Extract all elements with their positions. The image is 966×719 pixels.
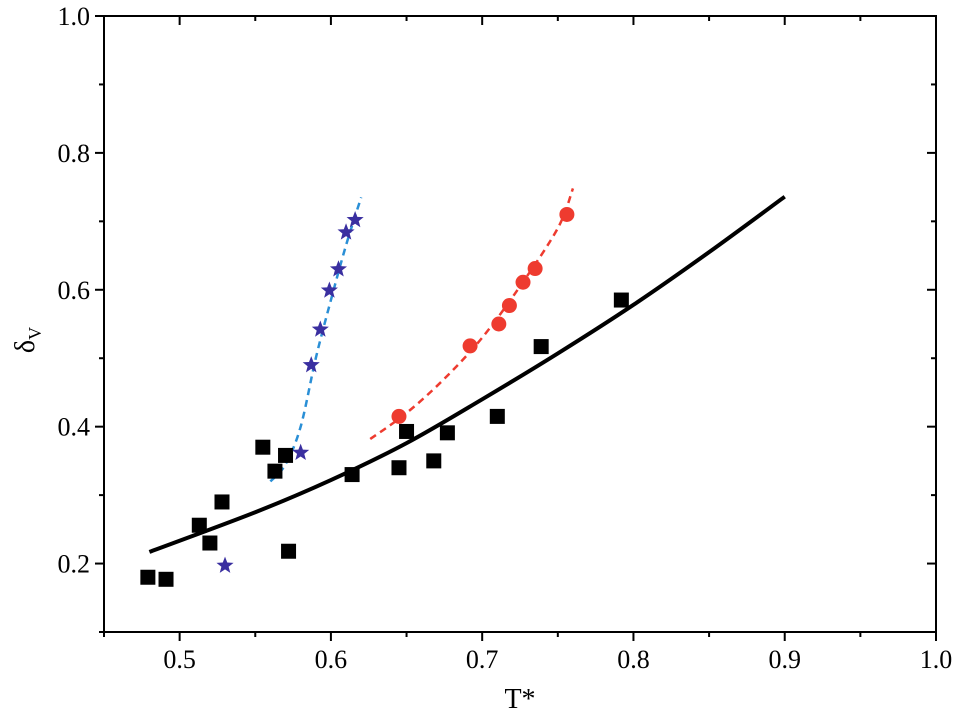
x-tick-label: 0.6	[315, 645, 348, 674]
x-tick-label: 0.8	[617, 645, 650, 674]
y-tick-label: 0.4	[58, 413, 91, 442]
x-axis-title: T*	[504, 684, 535, 715]
axis-ticks: 0.5 0.6 0.7 0.8 0.9 1.0 0.2 0.4 0.6 0.8 1.0	[58, 2, 953, 674]
square-marker	[214, 494, 230, 510]
y-axis-title: δV	[10, 327, 45, 353]
square-marker	[533, 339, 549, 355]
star-marker	[302, 356, 320, 373]
x-tick-label: 0.9	[768, 645, 801, 674]
square-marker	[278, 447, 294, 463]
star-marker	[337, 223, 355, 240]
y-tick-label: 0.6	[58, 276, 91, 305]
square-marker	[489, 408, 505, 424]
star-marker	[346, 210, 364, 228]
circle-marker	[559, 206, 575, 222]
square-marker	[426, 453, 442, 469]
fit-curve-2	[269, 197, 363, 483]
x-tick-label: 1.0	[920, 645, 953, 674]
square-marker	[344, 467, 360, 483]
x-tick-label: 0.5	[163, 645, 196, 674]
square-marker	[281, 543, 297, 559]
y-tick-label: 0.2	[58, 550, 91, 579]
square-marker	[391, 460, 407, 476]
star-marker	[320, 281, 338, 298]
fit-curves	[148, 188, 786, 554]
square-marker	[439, 425, 455, 441]
circle-marker	[391, 408, 407, 424]
square-marker	[267, 463, 283, 479]
star-marker	[216, 556, 234, 573]
data-markers	[140, 206, 629, 587]
star-marker	[329, 260, 348, 277]
square-marker	[255, 439, 271, 455]
square-marker	[191, 517, 207, 533]
y-axis-title-subscript: V	[25, 327, 45, 340]
x-tick-label: 0.7	[466, 645, 499, 674]
square-marker	[613, 292, 629, 308]
square-marker	[399, 423, 415, 439]
square-marker	[158, 571, 174, 587]
y-tick-label: 1.0	[58, 2, 91, 31]
square-marker	[202, 535, 218, 551]
circle-marker	[462, 338, 478, 354]
fit-curve-1	[148, 195, 786, 554]
fit-curve-3	[369, 188, 575, 441]
star-marker	[311, 320, 329, 337]
y-axis-title-main: δ	[10, 340, 41, 353]
star-marker	[292, 443, 310, 460]
circle-marker	[491, 316, 507, 332]
plot-frame	[103, 15, 937, 633]
square-marker	[140, 569, 156, 585]
circle-marker	[515, 274, 531, 290]
circle-marker	[501, 298, 517, 314]
y-tick-label: 0.8	[58, 139, 91, 168]
circle-marker	[527, 261, 543, 277]
